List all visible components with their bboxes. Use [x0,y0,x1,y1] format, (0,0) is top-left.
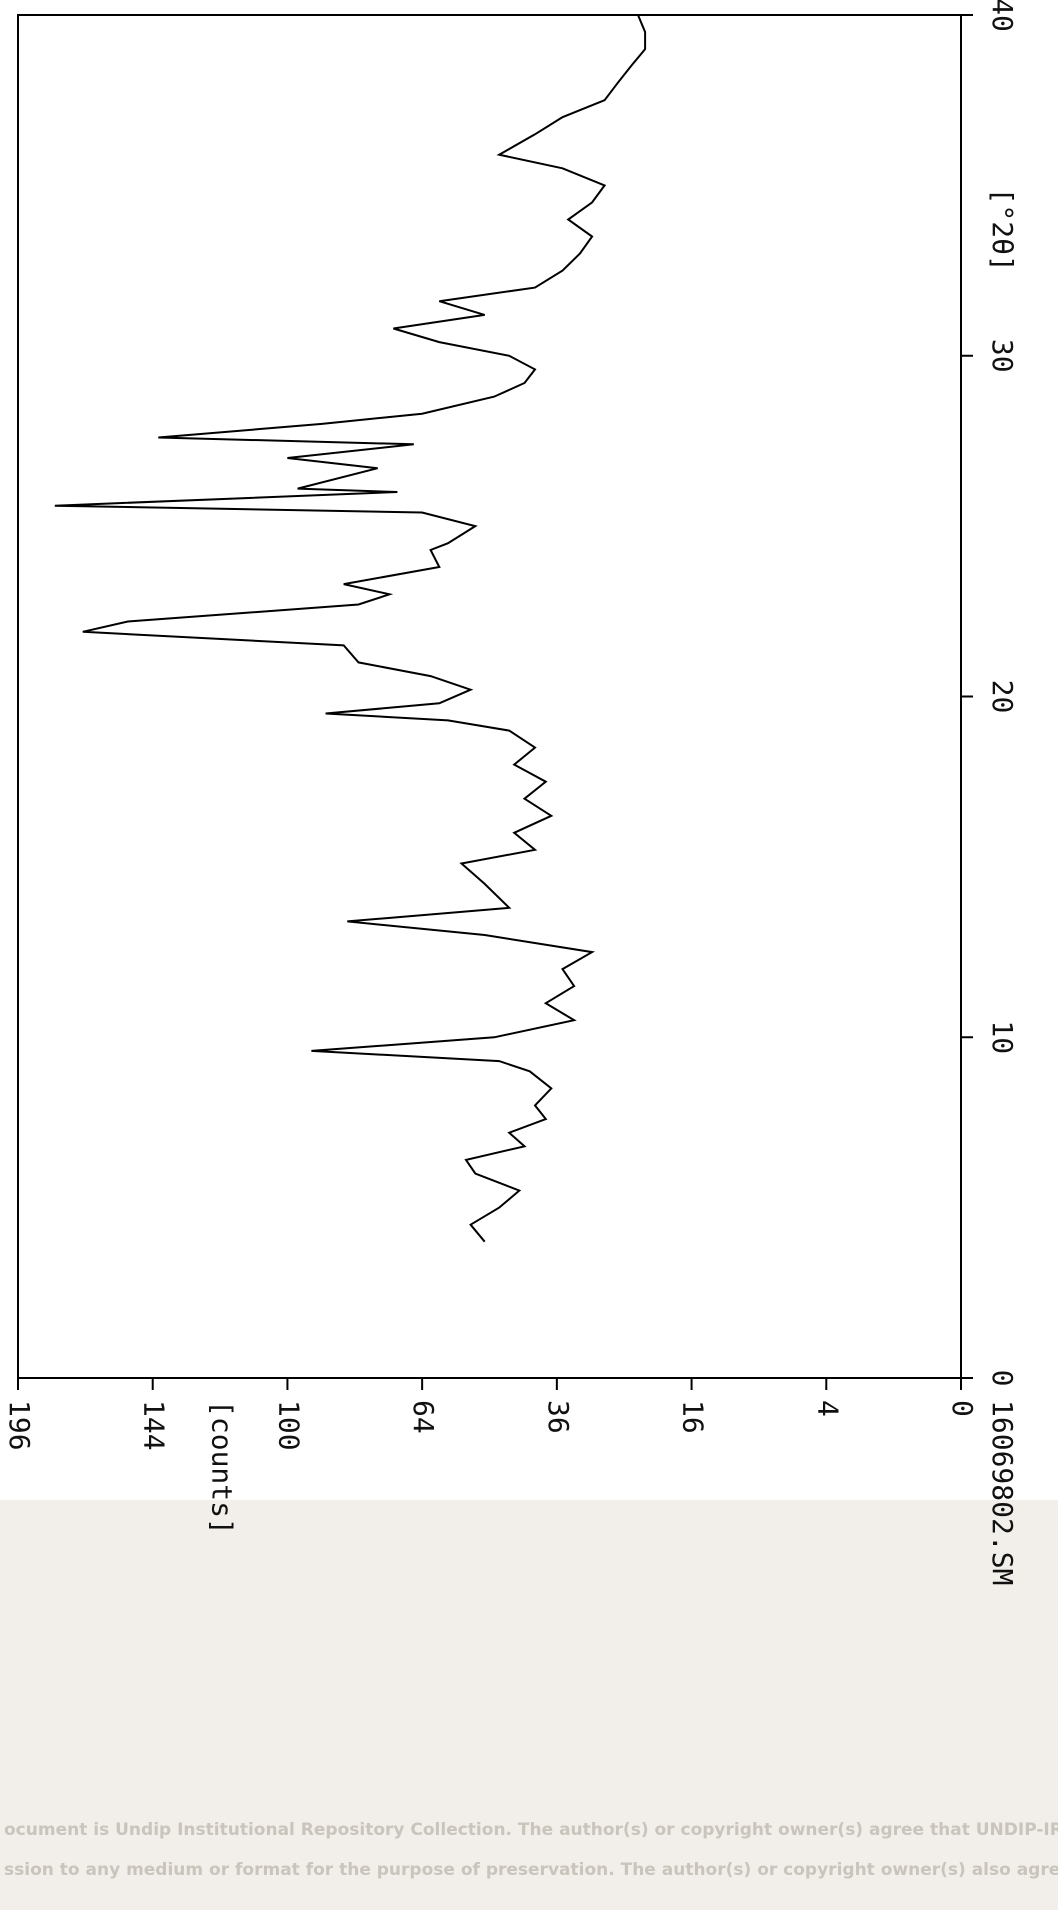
file-name: 16069802.SM [986,1400,1019,1585]
y-tick-label: 36 [542,1400,575,1434]
y-tick-label: 144 [138,1400,171,1451]
y-tick-label: 196 [3,1400,36,1451]
x-tick-label: 30 [986,339,1019,373]
x-axis-label: [°2θ] [986,188,1019,272]
data-line [54,14,647,1243]
footer-line: ssion to any medium or format for the pu… [4,1860,1058,1880]
y-axis-label: [counts] [206,1400,239,1535]
x-tick-label: 10 [986,1020,1019,1054]
x-tick-label: 20 [986,680,1019,714]
x-tick-label: 40 [986,0,1019,32]
y-tick-label: 100 [272,1400,305,1451]
x-tick-label: 0 [986,1370,1019,1387]
footer-band [0,1500,1058,1910]
y-tick-label: 64 [407,1400,440,1434]
footer-line: ocument is Undip Institutional Repositor… [4,1820,1058,1840]
y-tick-label: 4 [811,1400,844,1417]
plot-frame [17,14,962,1379]
y-tick-label: 16 [677,1400,710,1434]
y-tick-label: 0 [946,1400,979,1417]
